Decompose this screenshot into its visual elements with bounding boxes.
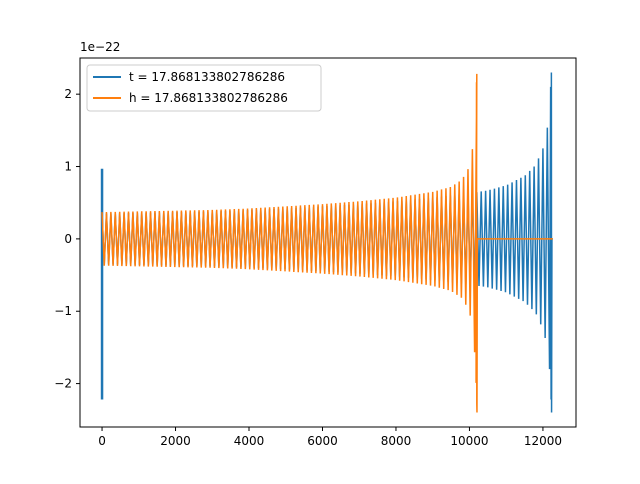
legend-box [86,64,322,112]
y-tick-label: −1 [54,304,72,318]
x-tick-label: 0 [98,434,106,448]
axes: 0 2000 4000 6000 8000 10000 12000 −2 −1 0 1 2 [54,57,577,448]
x-tick-label: 8000 [381,434,412,448]
y-tick-label: 2 [64,87,72,101]
series-h [101,73,553,413]
legend: t = 17.868133802786286 h = 17.86813380278… [86,64,322,112]
series-line [101,73,553,413]
y-tick-label: 0 [64,232,72,246]
axes-frame [79,57,577,428]
x-tick-label: 10000 [450,434,488,448]
x-tick-label: 4000 [234,434,265,448]
x-tick-label: 2000 [160,434,191,448]
y-tick-label: 1 [64,160,72,174]
plot-area [100,72,553,413]
y-tick-label: −2 [54,377,72,391]
x-tick-label: 12000 [524,434,562,448]
x-tick-label: 6000 [307,434,338,448]
legend-label: h = 17.868133802786286 [129,91,288,105]
y-offset-label: 1e−22 [80,40,120,54]
legend-label: t = 17.868133802786286 [129,70,285,84]
